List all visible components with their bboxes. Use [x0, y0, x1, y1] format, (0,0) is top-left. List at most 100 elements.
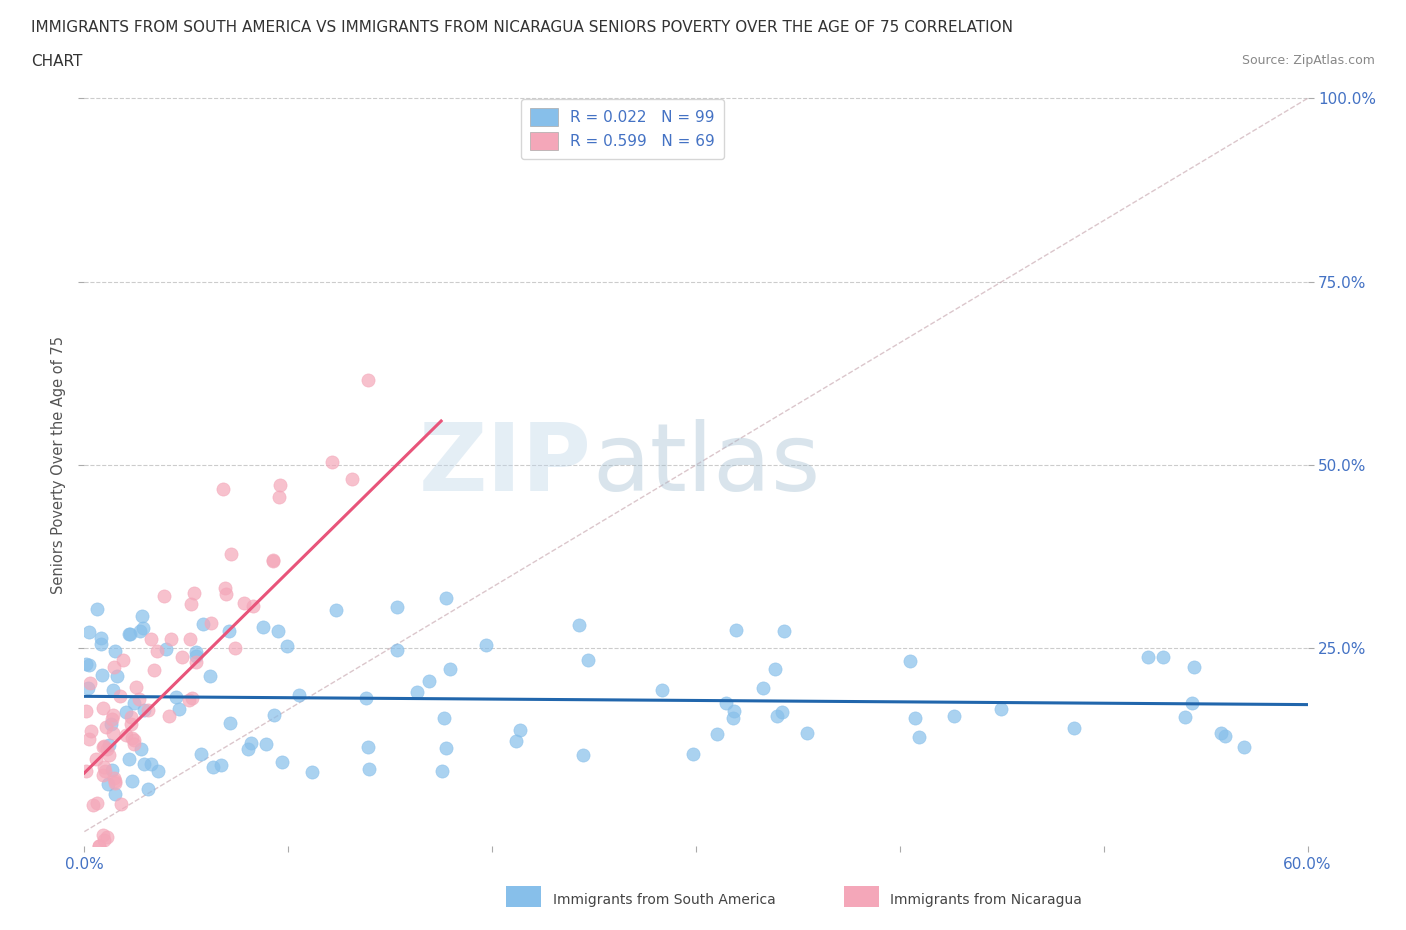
Point: [571, 748, 593, 763]
Point: [96, 830, 118, 844]
Point: [79, 676, 101, 691]
Point: [1211, 725, 1233, 740]
Point: [115, 704, 138, 719]
Point: [252, 619, 274, 634]
Point: [796, 725, 818, 740]
Point: [1174, 710, 1197, 724]
Point: [110, 796, 132, 811]
Point: [82, 797, 104, 812]
Point: [75, 704, 97, 719]
Point: [218, 623, 240, 638]
Point: [141, 756, 163, 771]
Point: [97, 777, 120, 791]
Point: [215, 587, 238, 602]
Point: [752, 680, 775, 695]
Point: [170, 650, 193, 665]
Point: [177, 692, 200, 707]
Point: [200, 669, 222, 684]
Point: [94, 720, 117, 735]
Point: [125, 680, 148, 695]
Point: [505, 733, 527, 748]
Point: [266, 623, 288, 638]
Point: [1215, 728, 1237, 743]
Point: [200, 616, 222, 631]
Point: [765, 661, 787, 676]
Point: [104, 786, 127, 801]
Point: [214, 580, 236, 595]
Point: [765, 709, 787, 724]
Text: CHART: CHART: [31, 54, 83, 69]
Point: [93, 738, 115, 753]
Point: [104, 644, 127, 658]
Y-axis label: Seniors Poverty Over the Age of 75: Seniors Poverty Over the Age of 75: [51, 336, 66, 594]
Point: [357, 739, 380, 754]
Point: [1182, 659, 1205, 674]
Point: [576, 652, 599, 667]
Point: [990, 701, 1012, 716]
Point: [104, 776, 127, 790]
Point: [942, 709, 965, 724]
Point: [103, 708, 125, 723]
Point: [270, 754, 292, 769]
Point: [100, 711, 122, 726]
Text: Immigrants from Nicaragua: Immigrants from Nicaragua: [890, 893, 1081, 908]
Point: [385, 600, 408, 615]
Point: [356, 373, 378, 388]
Point: [288, 688, 311, 703]
Point: [1233, 739, 1256, 754]
Point: [262, 552, 284, 567]
Point: [218, 716, 240, 731]
Point: [725, 623, 748, 638]
Point: [716, 696, 738, 711]
Point: [146, 764, 169, 778]
Point: [142, 662, 165, 677]
Point: [301, 764, 323, 779]
Point: [104, 774, 127, 789]
Point: [475, 638, 498, 653]
Point: [157, 709, 180, 724]
Point: [118, 627, 141, 642]
Point: [219, 547, 242, 562]
Point: [276, 639, 298, 654]
Point: [115, 728, 138, 743]
Point: [325, 603, 347, 618]
Point: [146, 644, 169, 658]
Point: [118, 751, 141, 766]
Point: [108, 688, 131, 703]
Point: [86, 601, 108, 616]
Text: atlas: atlas: [592, 419, 820, 511]
Point: [84, 751, 107, 766]
Point: [1152, 649, 1174, 664]
Point: [153, 589, 176, 604]
Point: [772, 624, 794, 639]
Point: [120, 717, 142, 732]
Point: [568, 618, 591, 632]
Point: [91, 767, 114, 782]
Text: ZIP: ZIP: [419, 419, 592, 511]
Point: [242, 598, 264, 613]
Point: [91, 828, 114, 843]
Point: [98, 737, 121, 752]
Point: [105, 669, 128, 684]
Point: [236, 742, 259, 757]
Point: [77, 658, 100, 672]
Point: [340, 472, 363, 486]
Point: [682, 747, 704, 762]
Text: Immigrants from South America: Immigrants from South America: [553, 893, 775, 908]
Point: [93, 759, 115, 774]
Point: [77, 681, 100, 696]
Point: [209, 758, 232, 773]
Point: [139, 631, 162, 646]
Point: [121, 731, 143, 746]
Point: [723, 711, 745, 726]
Point: [405, 684, 427, 699]
Point: [179, 631, 201, 646]
Point: [90, 637, 112, 652]
Point: [124, 733, 146, 748]
Point: [111, 652, 134, 667]
Point: [134, 756, 156, 771]
Point: [321, 455, 343, 470]
Point: [359, 762, 381, 777]
Point: [100, 717, 122, 732]
Legend: R = 0.022   N = 99, R = 0.599   N = 69: R = 0.022 N = 99, R = 0.599 N = 69: [522, 99, 724, 159]
